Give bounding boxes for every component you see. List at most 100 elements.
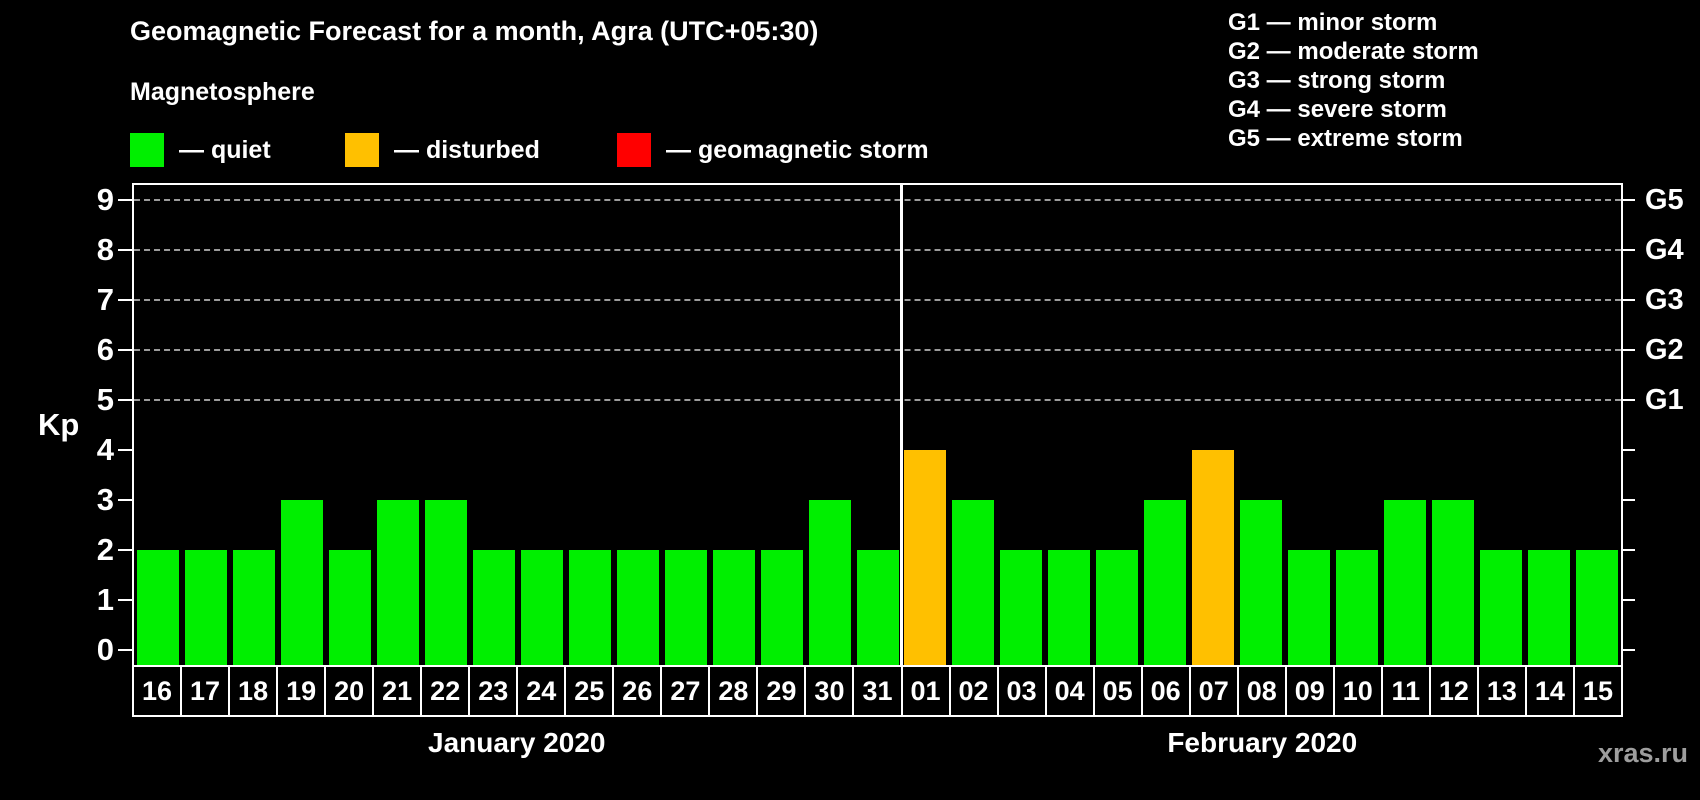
- y-axis-tick-right-6: [1623, 349, 1635, 351]
- month-label-january: January 2020: [428, 727, 606, 758]
- storm-scale-line-g4: G4 — severe storm: [1228, 96, 1447, 123]
- gridline-kp6: [134, 349, 1621, 351]
- day-cell-25: 25: [564, 667, 612, 715]
- kp-bar-day-03: [1000, 550, 1043, 665]
- kp-bar-day-28: [712, 550, 755, 665]
- month-strip: January 2020 February 2020: [132, 727, 1623, 767]
- g-scale-label-g2: G2: [1645, 334, 1684, 366]
- y-axis-tick-left-2: [118, 549, 132, 551]
- quiet-swatch-icon: [130, 133, 164, 167]
- y-axis-tick-left-4: [118, 449, 132, 451]
- kp-bar-day-22: [424, 500, 467, 665]
- gridline-kp5: [134, 399, 1621, 401]
- day-cell-22: 22: [420, 667, 468, 715]
- day-cell-31: 31: [852, 667, 900, 715]
- y-axis-tick-left-6: [118, 349, 132, 351]
- month-label-february: February 2020: [1167, 727, 1358, 758]
- day-cell-17: 17: [180, 667, 228, 715]
- y-tick-label-5: 5: [96, 382, 114, 417]
- legend-item-disturbed: — disturbed: [345, 132, 540, 168]
- day-cell-09: 09: [1284, 667, 1333, 715]
- y-tick-label-7: 7: [96, 282, 114, 317]
- day-cell-14: 14: [1524, 667, 1573, 715]
- g-scale-label-g4: G4: [1645, 234, 1684, 266]
- y-tick-label-9: 9: [96, 182, 114, 217]
- g-scale-label-g5: G5: [1645, 184, 1684, 216]
- gridline-kp8: [134, 249, 1621, 251]
- kp-bar-day-04: [1048, 550, 1091, 665]
- g-scale-label-g1: G1: [1645, 384, 1684, 416]
- day-cell-12: 12: [1428, 667, 1477, 715]
- y-tick-label-0: 0: [96, 632, 114, 667]
- day-cell-08: 08: [1236, 667, 1285, 715]
- plot-area: [132, 183, 1623, 667]
- legend-item-label: — disturbed: [394, 135, 540, 164]
- storm-scale-line-g2: G2 — moderate storm: [1228, 38, 1479, 65]
- day-cell-07: 07: [1188, 667, 1237, 715]
- kp-bar-day-07: [1192, 450, 1235, 665]
- y-axis-tick-right-5: [1623, 399, 1635, 401]
- kp-bar-day-29: [760, 550, 803, 665]
- x-axis-day-row: 16 17 18 19 20 21 22 23 24 25 26 27 28 29 30 31 01 02 03 04…: [132, 665, 1623, 717]
- y-tick-label-6: 6: [96, 332, 114, 367]
- y-axis-tick-left-8: [118, 249, 132, 251]
- kp-bar-day-12: [1432, 500, 1475, 665]
- y-tick-label-8: 8: [96, 232, 114, 267]
- kp-bar-day-10: [1336, 550, 1379, 665]
- y-axis-tick-left-0: [118, 649, 132, 651]
- y-axis-tick-right-0: [1623, 649, 1635, 651]
- y-axis-tick-left-7: [118, 299, 132, 301]
- kp-bar-day-11: [1384, 500, 1427, 665]
- day-cell-28: 28: [708, 667, 756, 715]
- day-cell-02: 02: [948, 667, 997, 715]
- kp-bar-day-08: [1240, 500, 1283, 665]
- y-axis-tick-left-1: [118, 599, 132, 601]
- y-axis-tick-right-2: [1623, 549, 1635, 551]
- day-cell-23: 23: [468, 667, 516, 715]
- day-cell-10: 10: [1332, 667, 1381, 715]
- storm-scale-line-g3: G3 — strong storm: [1228, 67, 1446, 94]
- legend-item-quiet: — quiet: [130, 132, 271, 168]
- legend-item-label: — quiet: [179, 135, 271, 164]
- day-cell-18: 18: [228, 667, 276, 715]
- kp-bar-day-02: [952, 500, 995, 665]
- legend-item-label: — geomagnetic storm: [666, 135, 929, 164]
- month-divider-line: [899, 185, 903, 665]
- y-axis-tick-right-8: [1623, 249, 1635, 251]
- kp-bar-day-14: [1528, 550, 1571, 665]
- g-scale-label-g3: G3: [1645, 284, 1684, 316]
- kp-bar-day-05: [1096, 550, 1139, 665]
- kp-bar-day-30: [808, 500, 851, 665]
- day-cell-04: 04: [1044, 667, 1093, 715]
- day-cell-21: 21: [372, 667, 420, 715]
- watermark-xras: xras.ru: [1597, 738, 1688, 768]
- storm-scale-line-g5: G5 — extreme storm: [1228, 125, 1463, 152]
- kp-bar-day-26: [616, 550, 659, 665]
- legend-heading: Magnetosphere: [130, 78, 315, 106]
- y-axis-tick-right-7: [1623, 299, 1635, 301]
- y-tick-label-2: 2: [96, 532, 114, 567]
- kp-bar-day-25: [568, 550, 611, 665]
- y-tick-label-3: 3: [96, 482, 114, 517]
- kp-bar-day-31: [856, 550, 899, 665]
- day-cell-26: 26: [612, 667, 660, 715]
- day-cell-03: 03: [996, 667, 1045, 715]
- kp-bar-day-09: [1288, 550, 1331, 665]
- disturbed-swatch-icon: [345, 133, 379, 167]
- storm-scale-legend: G1 — minor storm G2 — moderate storm G3 …: [1228, 8, 1479, 153]
- page-title: Geomagnetic Forecast for a month, Agra (…: [130, 16, 819, 46]
- day-cell-20: 20: [324, 667, 372, 715]
- day-cell-19: 19: [276, 667, 324, 715]
- gridline-kp9: [134, 199, 1621, 201]
- kp-bar-day-17: [184, 550, 227, 665]
- day-cell-27: 27: [660, 667, 708, 715]
- storm-swatch-icon: [617, 133, 651, 167]
- y-axis-tick-right-9: [1623, 199, 1635, 201]
- y-axis-tick-left-3: [118, 499, 132, 501]
- day-cell-06: 06: [1140, 667, 1189, 715]
- kp-bar-day-01: [904, 450, 947, 665]
- day-cell-30: 30: [804, 667, 852, 715]
- kp-bar-day-23: [472, 550, 515, 665]
- kp-bar-day-18: [232, 550, 275, 665]
